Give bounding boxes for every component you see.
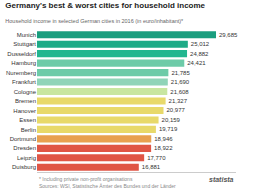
svg-text:21,327: 21,327 <box>169 98 188 104</box>
svg-text:17,770: 17,770 <box>147 155 166 161</box>
svg-text:Munich: Munich <box>17 32 36 38</box>
svg-text:21,690: 21,690 <box>171 79 190 85</box>
svg-text:24,421: 24,421 <box>187 60 206 66</box>
svg-text:18,946: 18,946 <box>154 136 173 142</box>
svg-text:Hanover: Hanover <box>13 108 36 114</box>
svg-text:Hamburg: Hamburg <box>11 60 36 66</box>
svg-text:20,977: 20,977 <box>167 107 186 113</box>
svg-text:24,882: 24,882 <box>190 51 209 57</box>
svg-text:Essen: Essen <box>19 117 36 123</box>
svg-text:Dortmund: Dortmund <box>10 136 36 142</box>
svg-text:Duisburg: Duisburg <box>12 164 36 170</box>
svg-text:Cologne: Cologne <box>14 89 37 95</box>
svg-text:Household income in selected G: Household income in selected German citi… <box>5 18 184 24</box>
svg-text:Stuttgart: Stuttgart <box>13 41 36 47</box>
svg-text:Bremen: Bremen <box>15 98 36 104</box>
svg-text:18,922: 18,922 <box>154 145 173 151</box>
svg-text:21,785: 21,785 <box>171 70 190 76</box>
svg-text:Nuremberg: Nuremberg <box>6 70 36 76</box>
svg-text:20,159: 20,159 <box>162 117 181 123</box>
svg-text:Frankfurt: Frankfurt <box>12 79 36 85</box>
svg-text:statista: statista <box>209 176 234 183</box>
svg-text:16,881: 16,881 <box>142 164 161 170</box>
svg-text:Berlin: Berlin <box>21 126 36 132</box>
svg-text:Dresden: Dresden <box>13 145 36 151</box>
svg-text:Germany's best & worst cities: Germany's best & worst cities for househ… <box>5 1 205 10</box>
svg-text:29,685: 29,685 <box>219 32 238 38</box>
svg-text:Dusseldorf: Dusseldorf <box>7 51 36 57</box>
svg-text:Leipzig: Leipzig <box>17 155 36 161</box>
svg-text:25,012: 25,012 <box>191 41 210 47</box>
svg-text:21,608: 21,608 <box>170 89 189 95</box>
svg-text:* Including private non-profit: * Including private non-profit organisat… <box>39 176 176 189</box>
svg-text:19,719: 19,719 <box>159 126 178 132</box>
